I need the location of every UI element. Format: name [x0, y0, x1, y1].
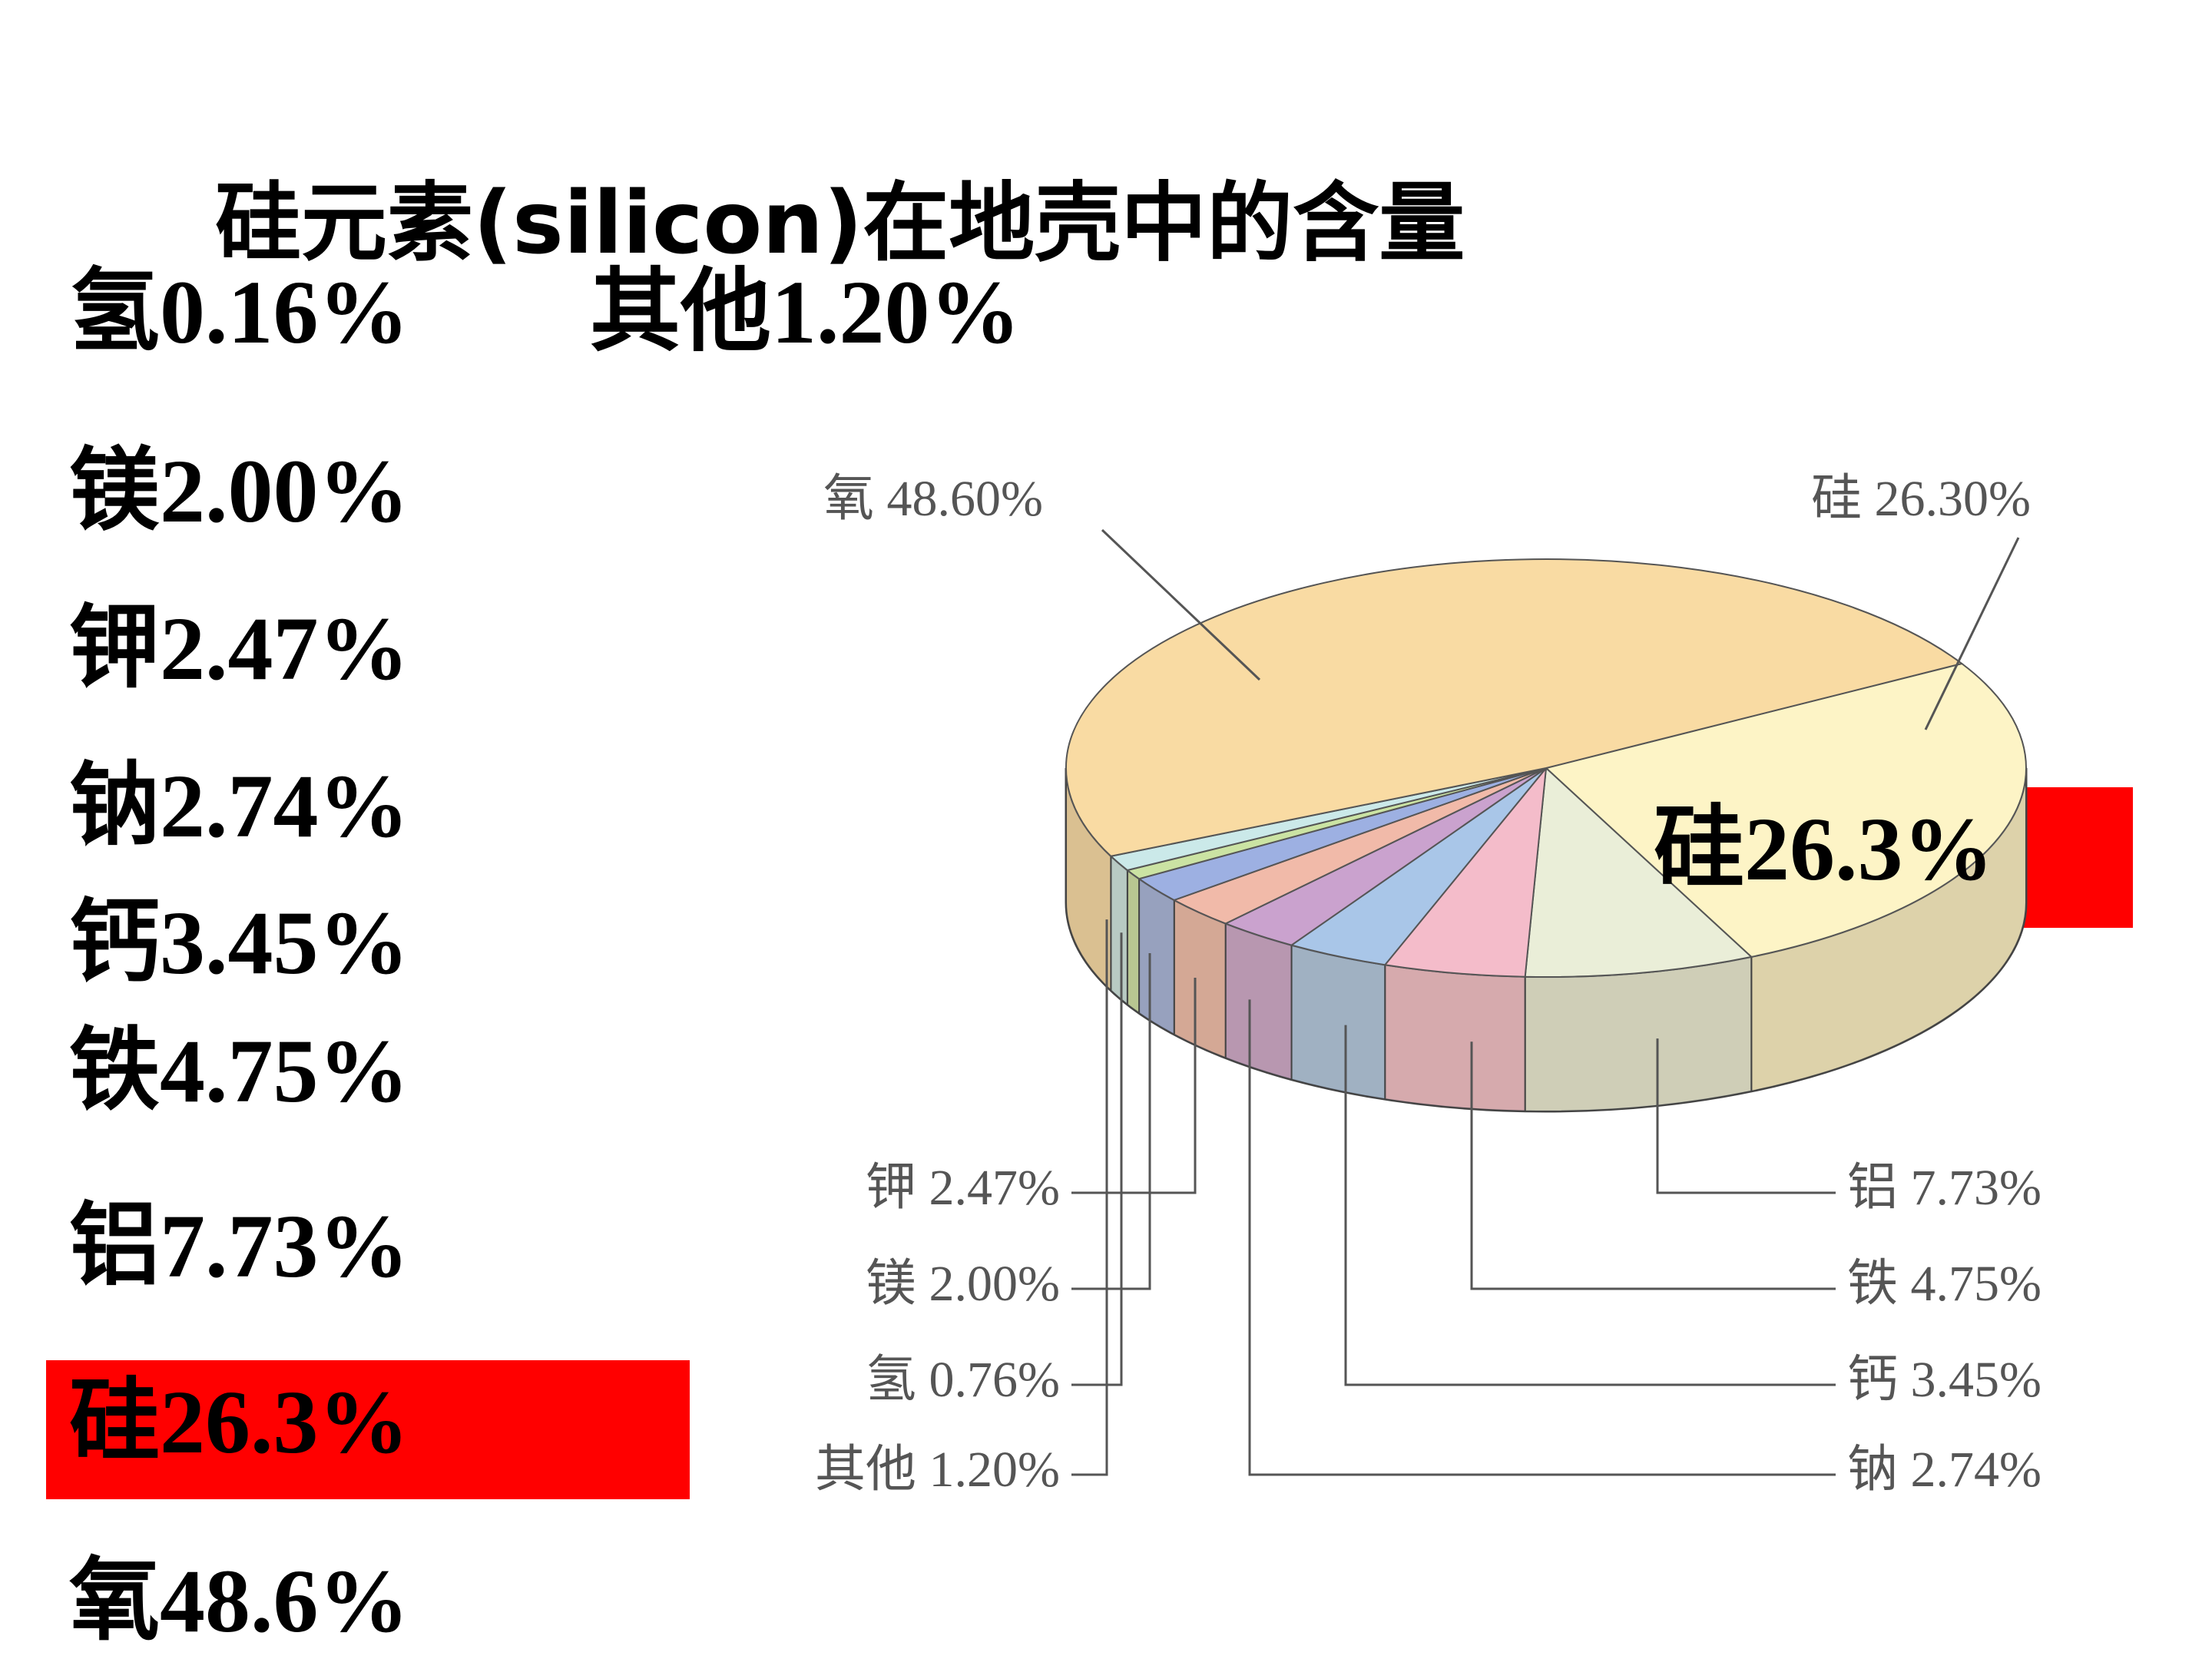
slice-name: 钠 — [1847, 1442, 1898, 1498]
pie-slice — [1524, 766, 1753, 978]
slice-name: 氧 — [823, 471, 874, 527]
slice-name: 铝 — [1847, 1160, 1898, 1216]
slice-value: 4.75% — [1911, 1256, 2041, 1312]
leader-line — [1071, 952, 1151, 1290]
pie-side — [1173, 899, 1227, 1059]
leader-line — [1071, 978, 1197, 1194]
highlight-box — [46, 1360, 690, 1499]
pie-side — [1110, 854, 1128, 1007]
leader-line — [1071, 919, 1108, 1476]
pie-slice — [1065, 558, 1964, 857]
slice-name: 镁 — [866, 1256, 916, 1312]
leader-line — [1071, 932, 1123, 1386]
list-item: 钾2.47% — [69, 598, 409, 699]
list-item: 铁4.75% — [69, 1021, 409, 1121]
slice-name: 钾 — [866, 1160, 916, 1216]
list-item: 硅26.3% — [69, 1372, 409, 1472]
pie-slice — [1383, 765, 1548, 978]
leader-line — [1924, 537, 2020, 730]
slice-value: 0.76% — [929, 1352, 1060, 1408]
pie-slice — [1544, 662, 2027, 958]
slice-name: 氢 — [866, 1352, 916, 1408]
leader-line — [1344, 1025, 1836, 1386]
slice-label: 钙 3.45% — [1847, 1352, 2041, 1408]
pie-side — [1524, 955, 1753, 1112]
pie-side — [1384, 964, 1526, 1112]
slice-label: 硅 26.30% — [1811, 471, 2031, 527]
slice-label: 铁 4.75% — [1847, 1256, 2041, 1312]
pie-side — [1224, 922, 1293, 1081]
list-item: 镁2.00% — [69, 441, 409, 541]
slice-name: 铁 — [1847, 1256, 1898, 1312]
slice-label: 钠 2.74% — [1847, 1442, 2041, 1498]
slice-value: 7.73% — [1911, 1160, 2041, 1216]
pie-side — [1290, 944, 1386, 1101]
slice-value: 2.74% — [1911, 1442, 2041, 1498]
pie-side — [1138, 877, 1175, 1036]
slice-value: 2.47% — [929, 1160, 1060, 1216]
slice-name: 钙 — [1847, 1352, 1898, 1408]
slice-label: 钾 2.47% — [866, 1160, 1060, 1216]
list-item: 钙3.45% — [69, 892, 409, 993]
slice-value: 26.30% — [1875, 471, 2031, 527]
list-item: 钠2.74% — [69, 756, 409, 856]
list-item: 其他1.20% — [590, 262, 1021, 363]
list-item: 氢0.16% — [69, 262, 409, 363]
leader-line — [1470, 1041, 1836, 1290]
slice-label: 镁 2.00% — [866, 1256, 1060, 1312]
leader-line — [1101, 528, 1261, 681]
leader-line — [1656, 1038, 1836, 1194]
slice-name: 其他 — [815, 1442, 916, 1498]
slice-label: 其他 1.20% — [815, 1442, 1060, 1498]
slice-label: 氧 48.60% — [823, 471, 1043, 527]
list-item: 铝7.73% — [69, 1196, 409, 1296]
slice-label: 铝 7.73% — [1847, 1160, 2041, 1216]
pie-side — [1126, 868, 1141, 1015]
slice-label: 氢 0.76% — [866, 1352, 1060, 1408]
slice-value: 3.45% — [1911, 1352, 2041, 1408]
list-item: 氧48.6% — [69, 1551, 409, 1651]
chart-title: 硅元素(silicon)在地壳中的含量 — [215, 174, 1465, 273]
slice-value: 1.20% — [929, 1442, 1060, 1498]
leader-line — [1248, 999, 1836, 1476]
slice-value: 48.60% — [887, 471, 1043, 527]
callout-text: 硅26.3% — [1654, 799, 1994, 899]
slice-name: 硅 — [1811, 471, 1862, 527]
slice-value: 2.00% — [929, 1256, 1060, 1312]
